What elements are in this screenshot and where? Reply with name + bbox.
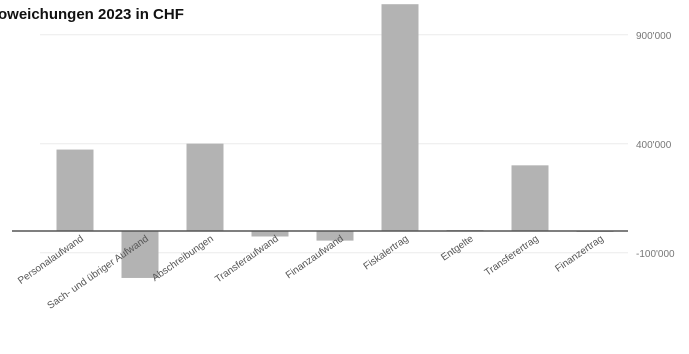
category-label: Finanzertrag (553, 233, 605, 274)
category-label: Finanzaufwand (284, 233, 346, 281)
bar (316, 231, 354, 241)
bar (121, 231, 159, 278)
bar (56, 149, 94, 231)
chart-title: oweichungen 2023 in CHF (0, 6, 184, 23)
bar (186, 143, 224, 231)
category-label: Entgelte (439, 233, 476, 263)
category-label: Transferertrag (483, 233, 541, 278)
y-tick-label: 900'000 (636, 31, 672, 42)
category-label: Transferaufwand (213, 233, 280, 285)
bars (56, 4, 614, 278)
y-tick-label: 400'000 (636, 140, 672, 151)
category-label: Abschreibungen (150, 233, 216, 283)
bar (511, 165, 549, 231)
bar (251, 231, 289, 237)
bar (381, 4, 419, 232)
y-tick-label: -100'000 (636, 249, 675, 260)
category-label: Personalaufwand (16, 233, 86, 286)
